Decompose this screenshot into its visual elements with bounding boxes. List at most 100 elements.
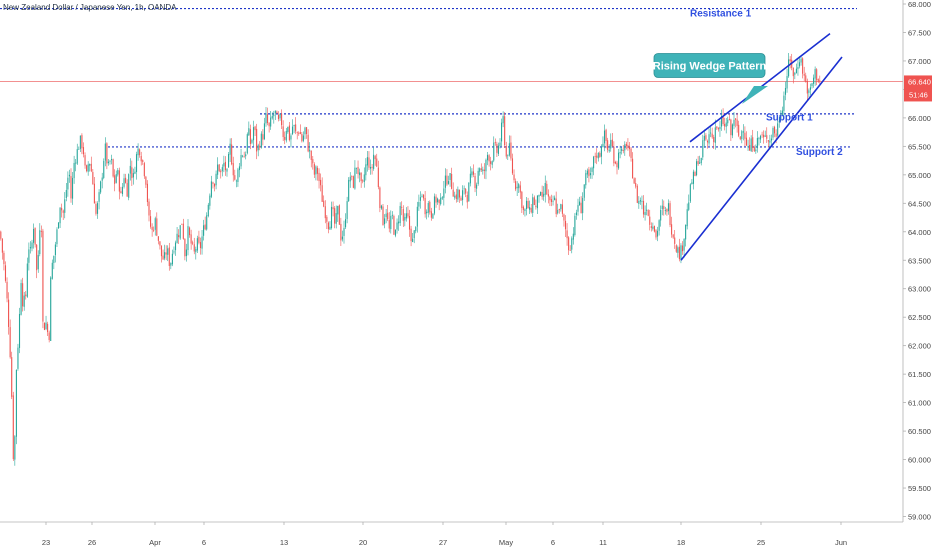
candle-body (666, 208, 668, 212)
candle-body (324, 206, 326, 219)
candle-body (273, 114, 275, 117)
candle-body (174, 242, 177, 251)
candle-body (76, 149, 78, 164)
x-tick-label: 11 (599, 538, 607, 547)
y-tick-label: 59.000 (908, 513, 931, 522)
candle-body (320, 179, 322, 186)
candle-body (772, 127, 774, 138)
candle-body (237, 169, 239, 182)
candle-body (516, 186, 518, 189)
candle-body (346, 201, 348, 219)
candle-body (468, 182, 470, 202)
candle-body (355, 167, 358, 169)
candle-body (181, 223, 183, 225)
candle-body (589, 173, 592, 176)
callout-box[interactable] (653, 53, 766, 78)
candle-body (544, 182, 546, 195)
candle-body (3, 252, 5, 265)
candle-body (26, 263, 28, 297)
candle-body (714, 127, 716, 143)
candle-body (78, 148, 80, 150)
candle-body (555, 198, 557, 215)
candle-body (764, 135, 766, 137)
candle-body (696, 161, 698, 176)
candle-body (568, 237, 570, 251)
candle-body (53, 255, 55, 264)
candle-body (710, 132, 712, 134)
candle-body (293, 125, 295, 127)
candle-body (774, 126, 776, 134)
candle-body (81, 135, 83, 149)
candle-body (86, 165, 88, 172)
candle-body (221, 167, 223, 172)
candle-body (238, 166, 241, 171)
candle-body (686, 209, 688, 227)
candle-body (256, 128, 258, 152)
candle-body (312, 159, 314, 164)
candle-body (338, 205, 340, 225)
candle-body (672, 234, 674, 238)
candle-body (663, 206, 665, 210)
candle-body (366, 157, 368, 166)
candle-body (29, 247, 31, 249)
candle-body (819, 80, 821, 82)
candle-body (504, 116, 506, 146)
candle-body (522, 206, 524, 210)
candle-body (245, 154, 247, 157)
candle-body (750, 138, 752, 152)
candle-body (674, 237, 676, 244)
candle-body (538, 194, 540, 197)
candle-body (103, 160, 105, 178)
candle-body (557, 209, 559, 214)
candle-body (128, 174, 130, 198)
candle-body (753, 147, 755, 152)
candle-body (137, 148, 139, 156)
candle-body (625, 143, 627, 146)
candle-body (107, 161, 109, 164)
candle-body (326, 216, 328, 222)
candle-body (201, 236, 203, 249)
candle-body (817, 79, 819, 82)
candle-body (650, 226, 652, 228)
candle-body (234, 175, 236, 180)
candle-body (92, 172, 94, 185)
candle-body (349, 176, 351, 182)
wedge-lower-trendline[interactable] (680, 56, 843, 261)
candle-body (501, 122, 503, 142)
candle-body (502, 116, 504, 124)
candle-body (348, 179, 350, 202)
candle-body (738, 124, 740, 136)
candle-body (28, 249, 30, 263)
candle-body (728, 118, 730, 120)
candle-body (279, 114, 281, 119)
candle-body (142, 160, 144, 163)
candle-body (75, 162, 77, 164)
candle-body (98, 192, 100, 202)
last-price-tag (904, 75, 932, 102)
candle-body (532, 197, 534, 213)
candle-body (285, 131, 287, 141)
y-tick-label: 62.000 (908, 342, 931, 351)
candle-body (479, 168, 481, 172)
candle-body (758, 138, 760, 140)
candle-body (281, 113, 283, 126)
candle-body (497, 145, 499, 154)
candle-body (413, 230, 415, 239)
candle-body (189, 227, 191, 236)
candle-body (458, 189, 460, 198)
candle-body (775, 133, 777, 137)
candle-body (396, 222, 398, 230)
candle-body (179, 225, 181, 239)
candle-body (577, 205, 579, 212)
candle-body (583, 184, 585, 198)
candle-body (190, 234, 192, 244)
candle-body (440, 197, 442, 205)
bar-countdown: 51:46 (909, 90, 928, 99)
candle-body (689, 184, 691, 202)
candle-body (463, 188, 465, 190)
candle-body (65, 190, 67, 198)
candle-body (56, 229, 58, 245)
y-tick-label: 60.500 (908, 427, 931, 436)
candle-body (747, 146, 749, 148)
